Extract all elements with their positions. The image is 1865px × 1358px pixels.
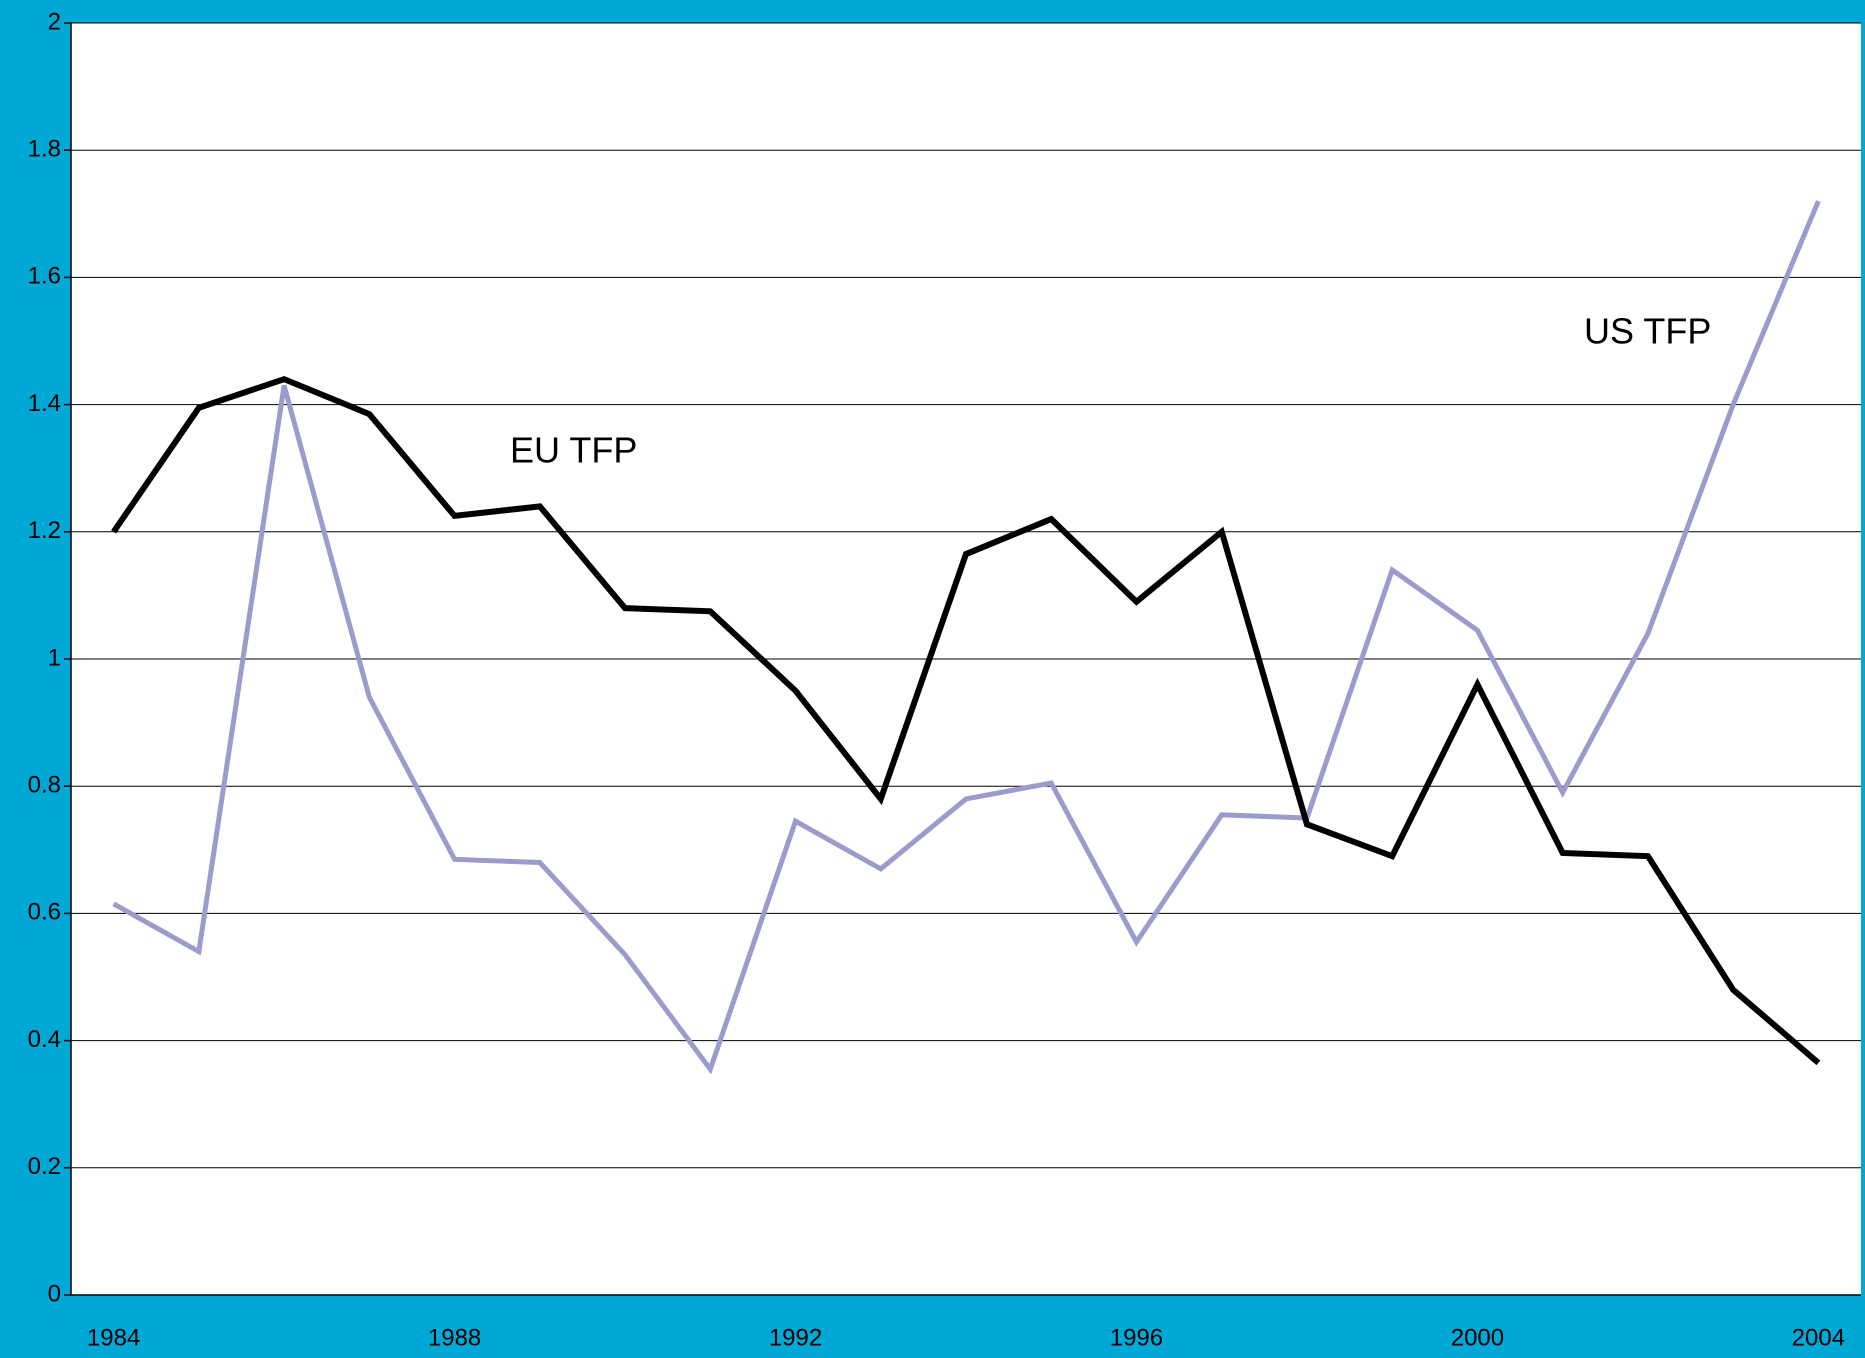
series-annotation: US TFP [1584,311,1711,352]
series-line [112,200,1821,1075]
y-tick-label: 1.4 [28,390,61,417]
y-tick-label: 0.4 [28,1026,61,1053]
x-tick-label: 1988 [428,1324,481,1351]
y-tick-label: 0 [48,1280,61,1307]
y-tick-label: 0.2 [28,1153,61,1180]
series-line [111,375,1821,1066]
y-tick-label: 1.8 [28,136,61,163]
y-tick-label: 1.2 [28,517,61,544]
x-tick-label: 1992 [769,1324,822,1351]
y-tick-label: 0.6 [28,899,61,926]
x-tick-label: 2004 [1792,1324,1845,1351]
y-tick-label: 0.8 [28,772,61,799]
x-tick-label: 1996 [1110,1324,1163,1351]
x-tick-label: 1984 [87,1324,140,1351]
x-tick-label: 2000 [1451,1324,1504,1351]
y-tick-label: 1.6 [28,263,61,290]
series-annotation: EU TFP [510,430,637,471]
y-tick-label: 2 [48,8,61,35]
y-tick-label: 1 [48,644,61,671]
